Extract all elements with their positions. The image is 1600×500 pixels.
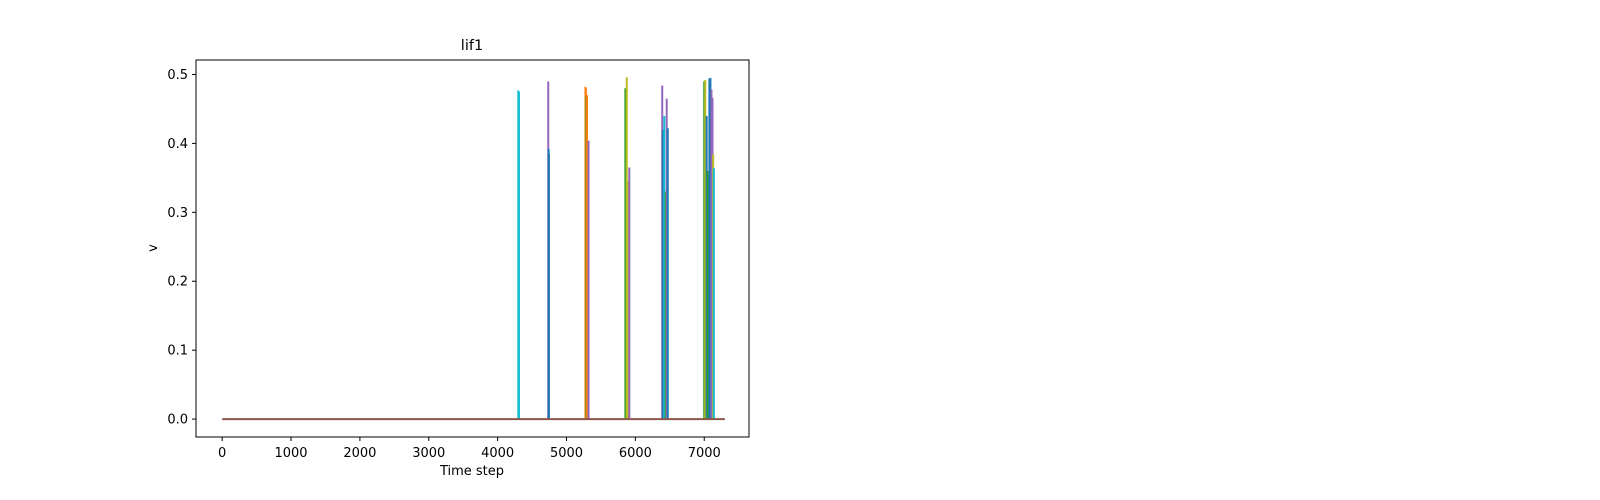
series-layer (222, 77, 725, 421)
plot-background (196, 60, 749, 437)
x-tick-label: 6000 (619, 446, 652, 461)
y-tick-label: 0.1 (167, 344, 188, 359)
y-axis-label: v (146, 244, 161, 252)
x-axis: 0 1000 2000 3000 4000 5000 6000 7000 (218, 437, 721, 461)
plot-frame (195, 59, 750, 438)
y-tick-label: 0.0 (167, 413, 188, 428)
x-tick-label: 4000 (481, 446, 514, 461)
y-tick-label: 0.3 (167, 206, 188, 221)
plot-area (195, 59, 750, 438)
x-tick-label: 1000 (274, 446, 307, 461)
x-tick-label: 5000 (550, 446, 583, 461)
x-tick-label: 2000 (343, 446, 376, 461)
y-tick-label: 0.2 (167, 275, 188, 290)
x-tick-label: 0 (218, 446, 226, 461)
y-tick-label: 0.4 (167, 137, 188, 152)
y-axis: 0.0 0.1 0.2 0.3 0.4 0.5 (167, 68, 196, 428)
x-tick-label: 3000 (412, 446, 445, 461)
x-tick-label: 7000 (688, 446, 721, 461)
chart-title: lif1 (461, 38, 483, 54)
x-axis-label: Time step (439, 464, 504, 479)
y-tick-label: 0.5 (167, 68, 188, 83)
